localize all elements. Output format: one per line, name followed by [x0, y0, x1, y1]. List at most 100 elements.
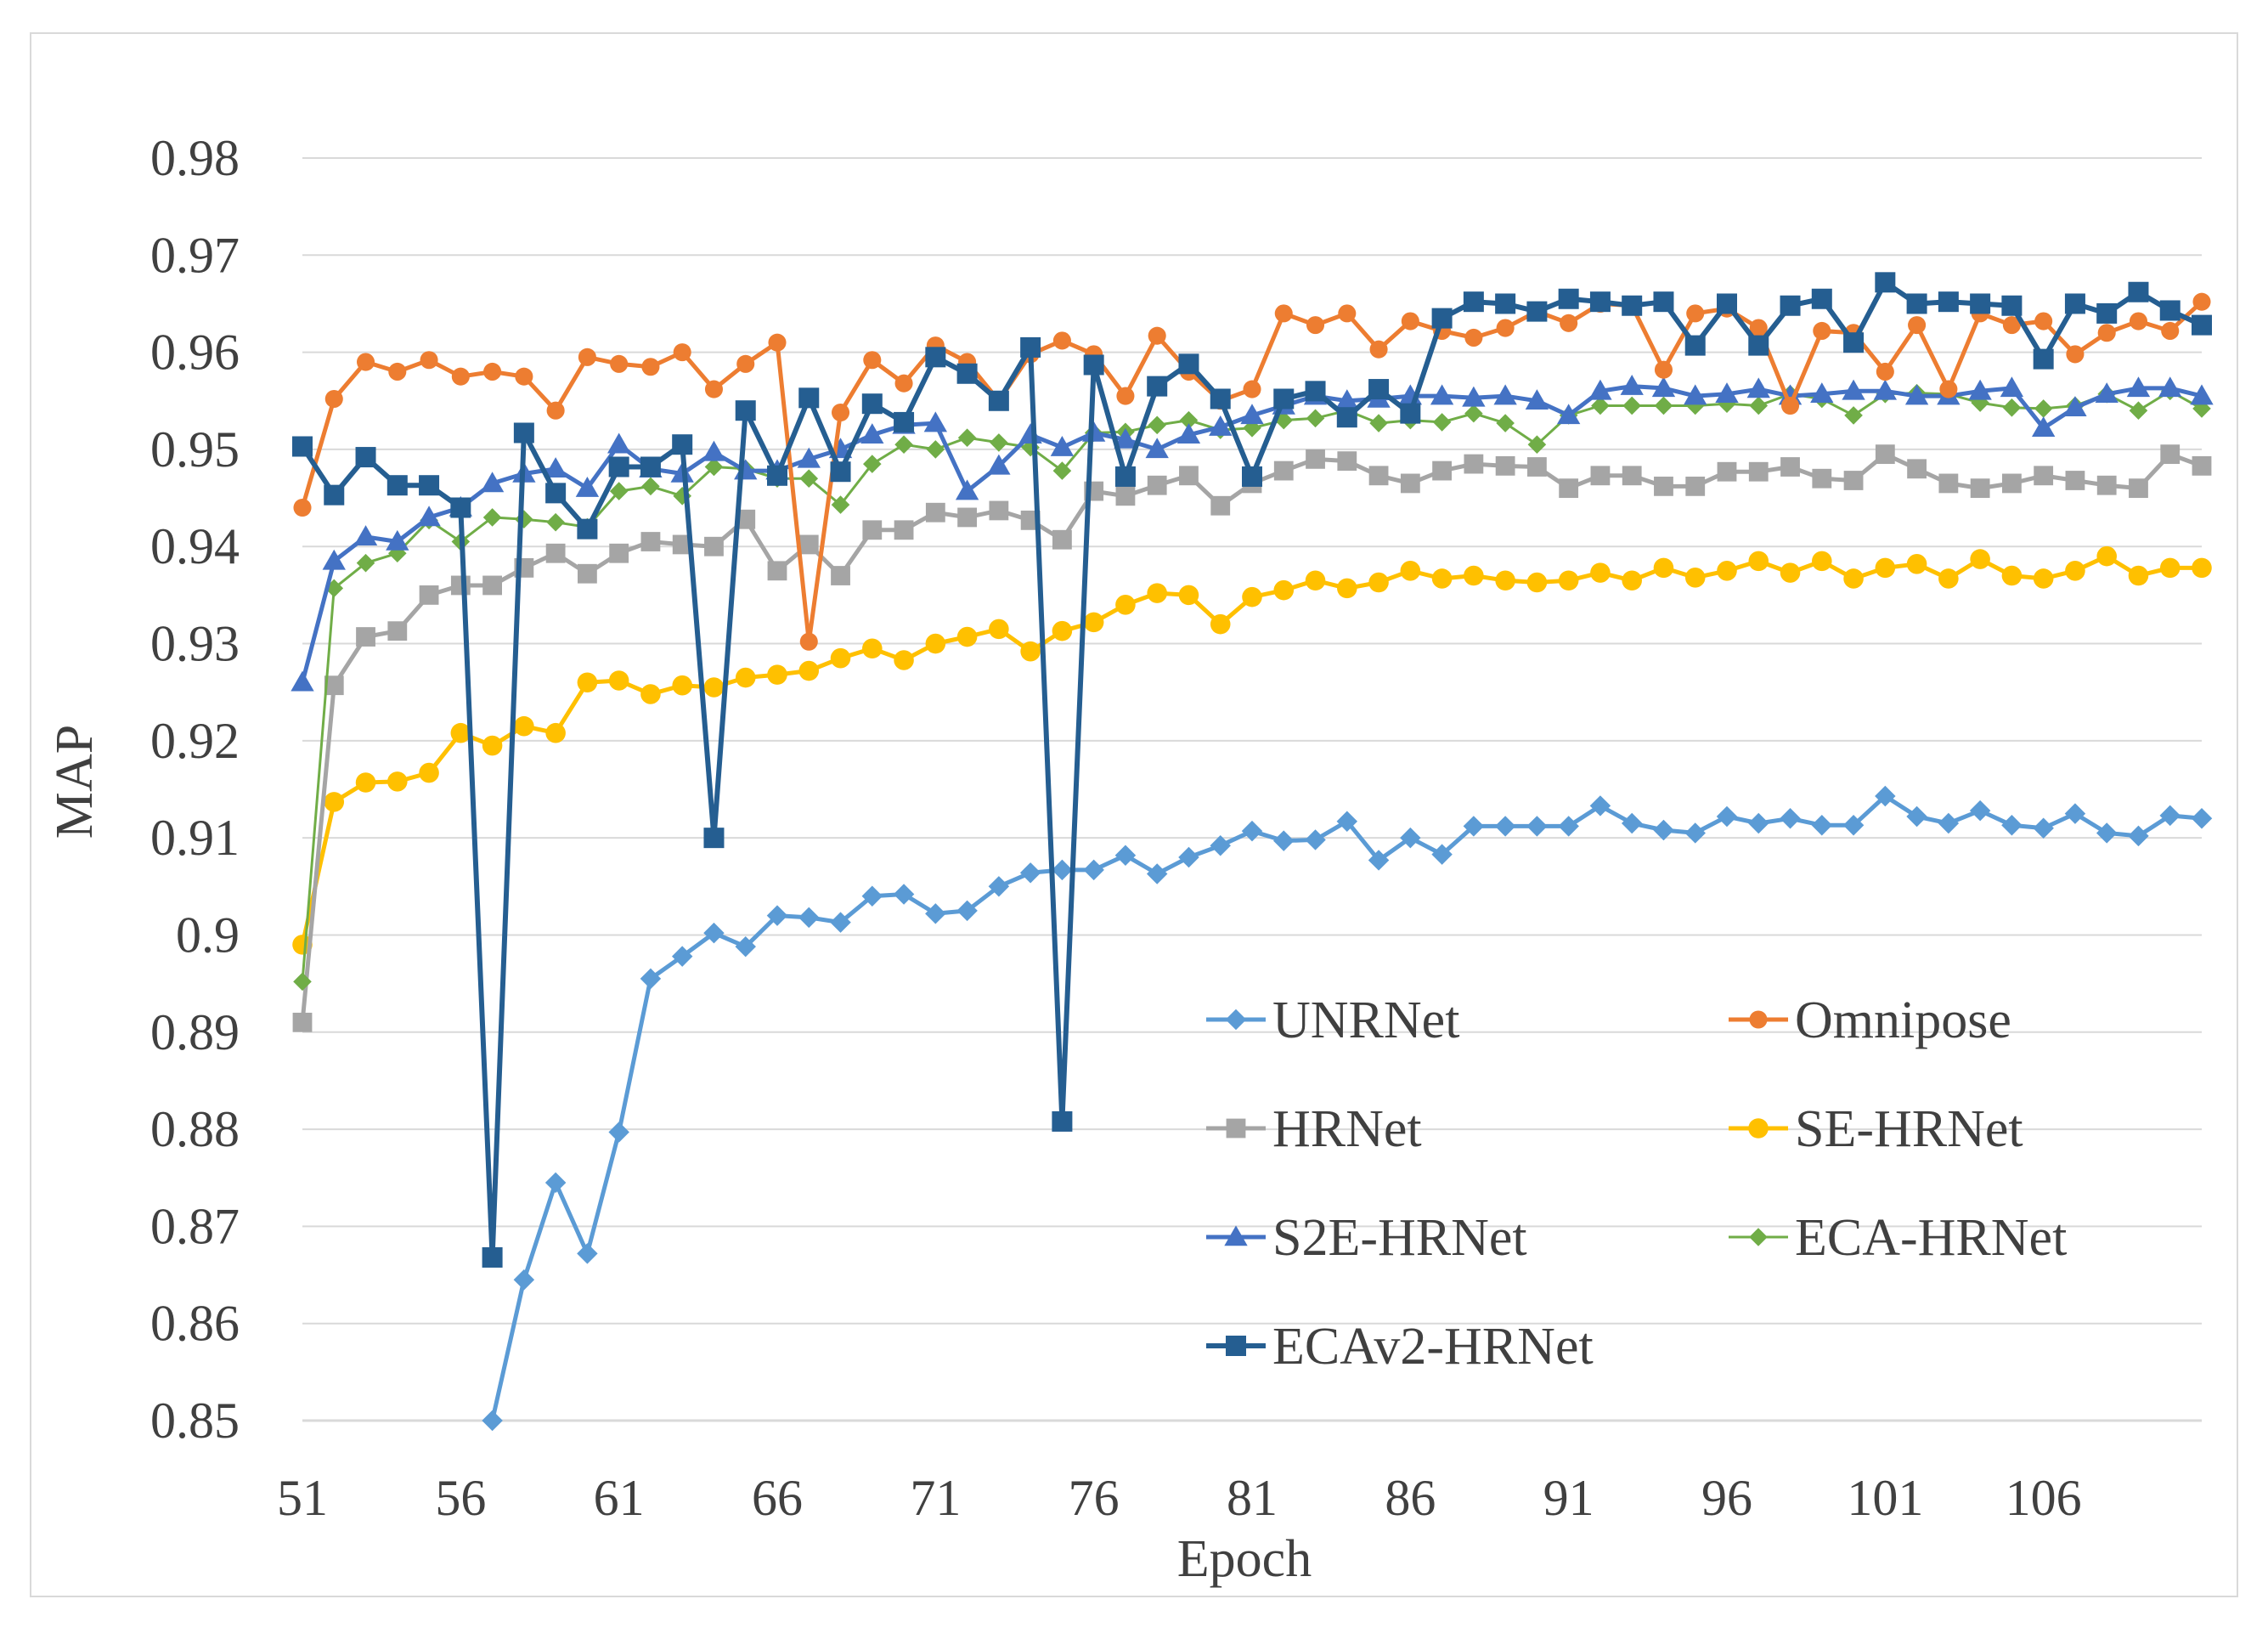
data-point-omnipose — [515, 367, 533, 386]
data-point-omnipose — [1369, 340, 1388, 359]
data-point-unrnet — [2064, 803, 2086, 824]
data-point-hrnet — [545, 543, 566, 563]
data-point-unrnet — [608, 1122, 629, 1143]
data-point-hrnet — [1147, 475, 1167, 495]
data-point-hrnet — [1052, 529, 1072, 550]
data-point-se-hrnet — [1906, 554, 1927, 574]
data-point-ecav2-hrnet — [1083, 354, 1104, 376]
data-point-ecav2-hrnet — [292, 436, 313, 457]
data-point-hrnet — [2065, 471, 2085, 490]
data-point-unrnet — [1210, 835, 1231, 856]
data-point-unrnet — [925, 903, 946, 924]
data-point-s2e-hrnet — [1335, 389, 1359, 410]
data-point-eca-hrnet — [831, 495, 850, 514]
series-line-se-hrnet — [300, 554, 2202, 946]
data-point-s2e-hrnet — [1525, 389, 1549, 410]
legend-entry-unrnet: UNRNet — [1206, 992, 1459, 1049]
data-point-omnipose — [641, 358, 660, 376]
data-point-unrnet — [1621, 812, 1643, 834]
data-point-unrnet — [1526, 816, 1548, 837]
data-point-unrnet — [1875, 785, 1896, 807]
data-point-hrnet — [1622, 466, 1642, 486]
data-point-ecav2-hrnet — [861, 393, 883, 415]
legend-swatch-marker — [1749, 1010, 1768, 1029]
data-point-s2e-hrnet — [1081, 421, 1106, 442]
data-point-ecav2-hrnet — [1622, 295, 1643, 316]
data-point-ecav2-hrnet — [1717, 293, 1737, 314]
data-point-omnipose — [1560, 314, 1578, 332]
data-point-se-hrnet — [608, 670, 629, 691]
data-point-se-hrnet — [1431, 568, 1453, 589]
data-point-hrnet — [1970, 478, 1990, 499]
data-point-s2e-hrnet — [2126, 376, 2151, 398]
data-point-eca-hrnet — [1749, 396, 1769, 415]
data-point-s2e-hrnet — [322, 549, 346, 570]
data-point-hrnet — [387, 621, 408, 641]
data-point-eca-hrnet — [546, 512, 565, 532]
data-point-s2e-hrnet — [1904, 384, 1929, 405]
data-point-s2e-hrnet — [2031, 416, 2056, 438]
data-point-eca-hrnet — [641, 477, 660, 496]
data-point-unrnet — [1653, 819, 1674, 841]
data-point-s2e-hrnet — [1651, 376, 1676, 398]
data-point-hrnet — [1590, 466, 1611, 486]
data-point-hrnet — [578, 563, 597, 584]
data-point-se-hrnet — [2033, 568, 2054, 589]
data-point-s2e-hrnet — [1715, 382, 1739, 404]
y-tick-label: 0.9 — [176, 907, 240, 963]
data-point-s2e-hrnet — [480, 472, 505, 493]
data-point-unrnet — [1969, 800, 1991, 822]
legend-entry-hrnet: HRNet — [1206, 1100, 1422, 1158]
data-point-omnipose — [388, 362, 407, 381]
data-point-s2e-hrnet — [2095, 382, 2118, 404]
data-point-eca-hrnet — [704, 457, 724, 477]
data-point-hrnet — [609, 543, 629, 563]
data-point-unrnet — [1558, 816, 1579, 837]
data-point-eca-hrnet — [990, 433, 1008, 452]
data-point-ecav2-hrnet — [1052, 1110, 1073, 1132]
data-point-se-hrnet — [1242, 586, 1262, 607]
data-point-unrnet — [1494, 816, 1516, 837]
series-ecav2-hrnet — [292, 272, 2212, 1268]
data-point-unrnet — [640, 968, 662, 990]
y-tick-label: 0.87 — [150, 1198, 240, 1254]
data-point-eca-hrnet — [1527, 435, 1547, 455]
data-point-s2e-hrnet — [544, 457, 567, 478]
data-point-s2e-hrnet — [1018, 423, 1042, 444]
legend-swatch-marker — [1226, 1336, 1246, 1356]
data-point-hrnet — [862, 520, 883, 540]
data-point-se-hrnet — [324, 792, 345, 812]
data-point-unrnet — [1019, 862, 1041, 884]
data-point-omnipose — [1274, 304, 1293, 323]
data-point-se-hrnet — [1717, 561, 1737, 581]
data-point-unrnet — [956, 900, 978, 922]
data-point-omnipose — [1749, 319, 1768, 337]
data-point-hrnet — [324, 675, 344, 696]
data-point-unrnet — [1305, 829, 1326, 850]
data-point-s2e-hrnet — [1493, 384, 1517, 405]
data-point-hrnet — [894, 520, 914, 540]
y-tick-label: 0.85 — [150, 1393, 240, 1449]
data-point-se-hrnet — [1843, 568, 1864, 589]
data-point-s2e-hrnet — [955, 479, 979, 500]
data-point-se-hrnet — [894, 650, 914, 670]
data-point-hrnet — [1495, 455, 1515, 476]
data-point-unrnet — [1400, 827, 1421, 849]
data-point-se-hrnet — [1970, 549, 1990, 569]
data-point-unrnet — [1938, 812, 1960, 834]
data-point-ecav2-hrnet — [2033, 348, 2054, 370]
data-point-unrnet — [577, 1243, 598, 1264]
data-point-unrnet — [1336, 811, 1358, 832]
data-point-se-hrnet — [1210, 613, 1231, 635]
data-point-s2e-hrnet — [1588, 379, 1612, 400]
data-point-eca-hrnet — [2002, 398, 2022, 417]
data-point-unrnet — [703, 922, 725, 944]
data-point-ecav2-hrnet — [1780, 295, 1801, 316]
data-point-ecav2-hrnet — [1970, 293, 1991, 314]
legend-label: ECAv2-HRNet — [1272, 1318, 1594, 1376]
data-point-hrnet — [1464, 454, 1484, 474]
data-point-se-hrnet — [2128, 565, 2149, 586]
data-point-s2e-hrnet — [1968, 379, 1992, 400]
data-point-hrnet — [1843, 471, 1864, 490]
